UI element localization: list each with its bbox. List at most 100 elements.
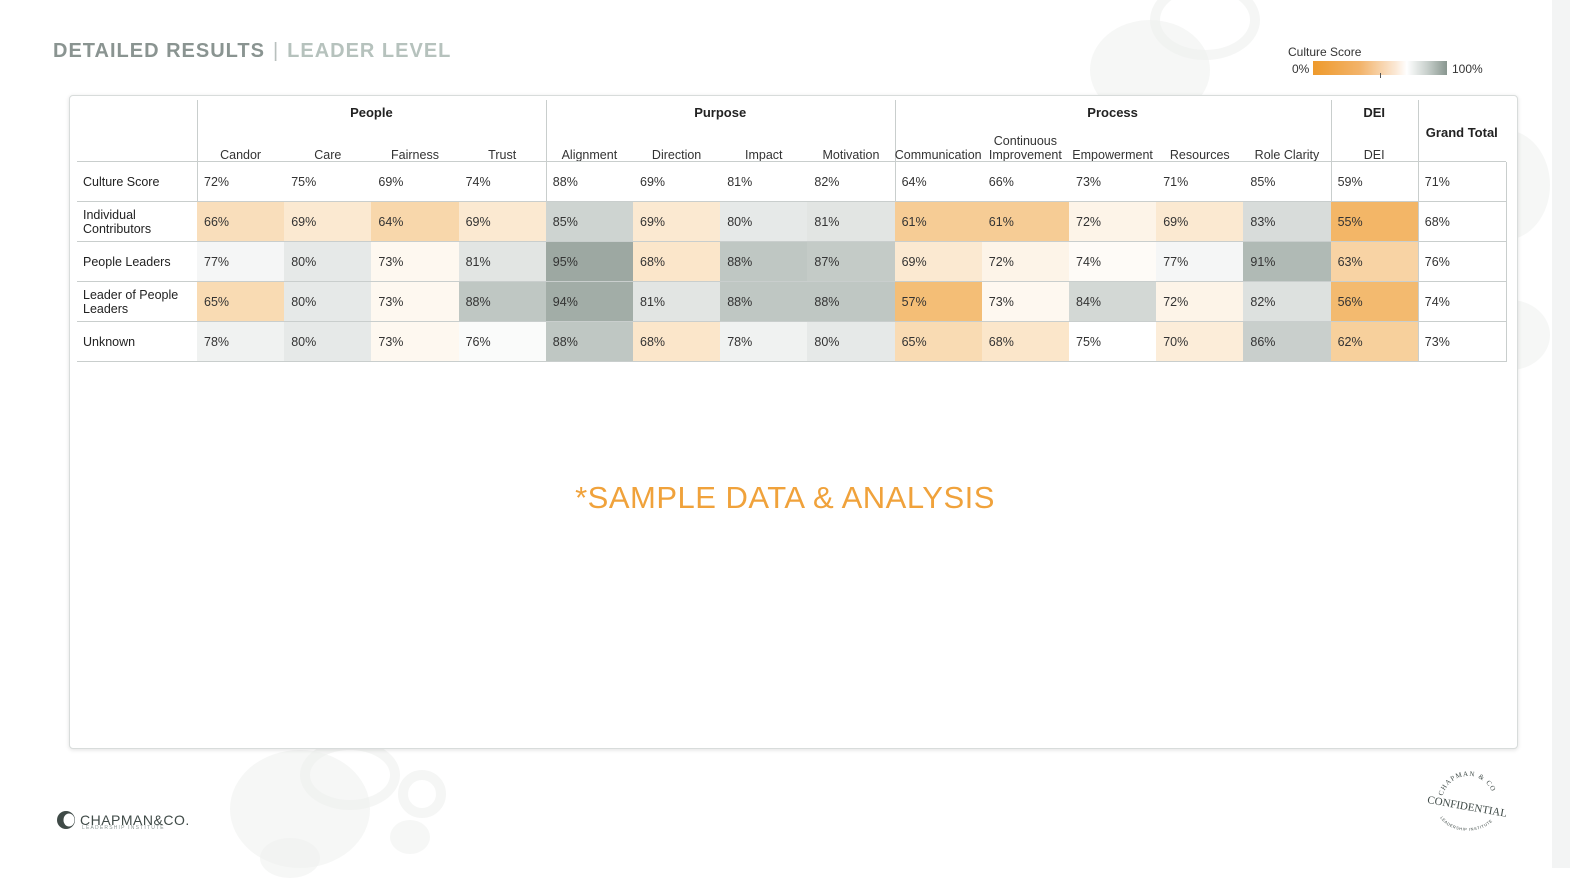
grand-total-divider — [1417, 100, 1419, 362]
heatmap-cell: 72% — [204, 174, 230, 189]
column-header: Communication — [894, 148, 982, 162]
heatmap-cell: 59% — [1337, 174, 1363, 189]
heatmap-cell: 74% — [465, 174, 491, 189]
legend-min-label: 0% — [1292, 62, 1310, 76]
heatmap-cell: 71% — [1163, 174, 1189, 189]
row-label: People Leaders — [83, 254, 171, 269]
header-divider — [77, 161, 1506, 162]
heatmap-cell: 88% — [807, 282, 895, 321]
results-panel: People Purpose Process DEI Grand Total Candor… — [69, 95, 1518, 749]
logo-mark-icon — [57, 811, 75, 829]
logo-name: CHAPMAN&CO. — [80, 812, 190, 828]
heatmap-cell: 77% — [197, 242, 285, 281]
heatmap-cell: 75% — [1069, 322, 1157, 361]
heatmap-cell: 80% — [284, 242, 372, 281]
column-header: Impact — [745, 148, 783, 162]
heatmap-cell: 66% — [988, 174, 1014, 189]
heatmap-cell: 95% — [545, 242, 633, 281]
heatmap-cell: 73% — [371, 282, 459, 321]
heatmap-cell: 69% — [640, 174, 666, 189]
heatmap-cell: 88% — [720, 282, 808, 321]
column-header: DEI — [1363, 148, 1385, 162]
heatmap-cell: 56% — [1330, 282, 1418, 321]
heatmap-cell: 88% — [552, 174, 578, 189]
heatmap-cell: 73% — [981, 282, 1069, 321]
column-header: Resources — [1169, 148, 1230, 162]
heatmap-cell: 61% — [894, 202, 982, 241]
heatmap-cell: 73% — [1076, 174, 1102, 189]
group-header-people: People — [350, 105, 393, 120]
heatmap-cell: 86% — [1243, 322, 1331, 361]
group-header-dei: DEI — [1363, 105, 1386, 120]
column-header: Candor — [220, 148, 262, 162]
column-header: Alignment — [561, 148, 618, 162]
heatmap-cell: 69% — [284, 202, 372, 241]
heatmap-cell: 81% — [807, 202, 895, 241]
heatmap-cell: 63% — [1330, 242, 1418, 281]
grand-total-header: Grand Total — [1425, 125, 1498, 140]
group-header-purpose: Purpose — [694, 105, 747, 120]
heatmap-cell: 74% — [1069, 242, 1157, 281]
column-header: Motivation — [822, 148, 880, 162]
heatmap-cell: 73% — [371, 322, 459, 361]
heatmap-cell: 69% — [1156, 202, 1244, 241]
row-label: Individual Contributors — [83, 207, 152, 236]
heatmap-cell: 69% — [378, 174, 404, 189]
column-header: Role Clarity — [1254, 148, 1320, 162]
legend-color-bar — [1313, 61, 1447, 75]
legend-marker — [1380, 73, 1381, 78]
heatmap-cell: 87% — [807, 242, 895, 281]
heatmap-cell: 75% — [291, 174, 317, 189]
page-title-main: DETAILED RESULTS — [53, 40, 265, 62]
heatmap-cell: 85% — [545, 202, 633, 241]
heatmap-cell: 85% — [1250, 174, 1276, 189]
row-divider — [77, 321, 1506, 322]
heatmap-cell: 78% — [197, 322, 285, 361]
svg-text:LEADERSHIP INSTITUTE: LEADERSHIP INSTITUTE — [1439, 815, 1493, 831]
title-separator: | — [272, 40, 280, 62]
grand-total-cell: 74% — [1424, 294, 1450, 309]
heatmap-cell: 68% — [981, 322, 1069, 361]
company-logo: CHAPMAN&CO. LEADERSHIP INSTITUTE — [54, 810, 190, 831]
heatmap-cell: 64% — [371, 202, 459, 241]
column-header: Continuous Improvement — [988, 134, 1062, 162]
row-label: Unknown — [83, 334, 136, 349]
heatmap-cell: 82% — [814, 174, 840, 189]
heatmap-cell: 94% — [545, 282, 633, 321]
heatmap-cell: 70% — [1156, 322, 1244, 361]
sample-data-watermark: *SAMPLE DATA & ANALYSIS — [575, 480, 995, 515]
heatmap-cell: 80% — [807, 322, 895, 361]
row-divider — [77, 201, 1506, 202]
group-header-process: Process — [1087, 105, 1138, 120]
grand-total-cell: 73% — [1424, 334, 1450, 349]
heatmap-cell: 72% — [1069, 202, 1157, 241]
column-header: Care — [314, 148, 342, 162]
heatmap-cell: 81% — [633, 282, 721, 321]
row-divider — [77, 361, 1506, 362]
heatmap-cell: 88% — [545, 322, 633, 361]
heatmap-cell: 76% — [458, 322, 546, 361]
heatmap-cell: 68% — [633, 242, 721, 281]
stamp-main-text: CONFIDENTIAL — [1426, 794, 1508, 820]
heatmap-cell: 81% — [458, 242, 546, 281]
heatmap-cell: 88% — [458, 282, 546, 321]
column-header: Trust — [488, 148, 517, 162]
heatmap-cell: 55% — [1330, 202, 1418, 241]
grand-total-cell: 68% — [1424, 214, 1450, 229]
heatmap-cell: 62% — [1330, 322, 1418, 361]
legend-title: Culture Score — [1288, 45, 1362, 59]
column-header: Direction — [651, 148, 702, 162]
heatmap-cell: 65% — [894, 322, 982, 361]
stamp-bottom-text: LEADERSHIP INSTITUTE — [1439, 815, 1493, 831]
heatmap-cell: 69% — [633, 202, 721, 241]
heatmap-cell: 68% — [633, 322, 721, 361]
heatmap-cell: 83% — [1243, 202, 1331, 241]
heatmap-cell: 80% — [720, 202, 808, 241]
legend-max-label: 100% — [1452, 62, 1483, 76]
heatmap-cell: 72% — [1156, 282, 1244, 321]
row-divider — [77, 281, 1506, 282]
page-title-sub: LEADER LEVEL — [287, 40, 452, 62]
svg-text:CHAPMAN & CO: CHAPMAN & CO — [1437, 770, 1498, 797]
grand-total-cell: 71% — [1424, 174, 1450, 189]
row-label: Culture Score — [83, 174, 160, 189]
